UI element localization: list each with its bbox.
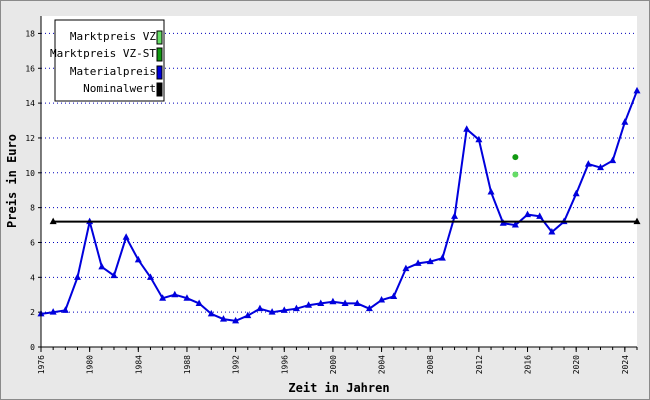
point-materialpreis-2006 [402, 264, 410, 272]
series-materialpreis [37, 86, 641, 324]
point-materialpreis-2005 [390, 292, 398, 299]
series-layer [37, 86, 641, 324]
x-tick-label-2008: 2008 [426, 355, 435, 374]
x-tick-label-2016: 2016 [524, 355, 533, 374]
point-materialpreis-1989 [195, 299, 203, 306]
point-materialpreis-2008 [426, 257, 434, 265]
y-tick-label-0: 0 [30, 343, 35, 352]
point-materialpreis-1983 [122, 233, 130, 240]
point-materialpreis-2018 [548, 228, 556, 235]
series-marktpreis-vz [512, 171, 519, 178]
point-materialpreis-2002 [353, 299, 361, 306]
x-tick-label-1980: 1980 [86, 355, 95, 374]
point-materialpreis-2024 [621, 118, 629, 125]
y-tick-label-14: 14 [25, 99, 35, 108]
point-materialpreis-1981 [98, 262, 106, 270]
point-materialpreis-1987 [171, 290, 179, 298]
point-materialpreis-2004 [378, 295, 386, 303]
x-tick-label-1976: 1976 [37, 355, 46, 374]
point-materialpreis-1991 [219, 315, 227, 322]
point-materialpreis-2025 [633, 86, 641, 94]
x-tick-label-2024: 2024 [621, 355, 630, 374]
y-tick-label-6: 6 [30, 238, 35, 247]
x-tick-label-1996: 1996 [280, 355, 289, 374]
point-materialpreis-1988 [183, 294, 191, 301]
legend-swatch-marktpreis-vz-st [156, 47, 163, 62]
point-materialpreis-2022 [597, 163, 605, 171]
point-materialpreis-2011 [463, 125, 471, 132]
x-tick-labels: 1976 1980 1984 1988 1992 1996 2000 2004 2008 2012… [37, 355, 630, 374]
point-materialpreis-2015 [511, 221, 519, 228]
point-materialpreis-2016 [524, 210, 532, 218]
y-tick-labels: 0 2 4 6 8 10 12 14 16 18 [25, 29, 35, 352]
point-materialpreis-2009 [438, 254, 446, 261]
point-materialpreis-2001 [341, 299, 349, 306]
y-tick-label-12: 12 [25, 134, 35, 143]
x-tick-label-2004: 2004 [378, 355, 387, 374]
point-materialpreis-1990 [207, 309, 215, 317]
y-tick-label-10: 10 [25, 169, 35, 178]
point-materialpreis-1995 [268, 308, 276, 315]
point-materialpreis-2012 [475, 135, 483, 143]
point-materialpreis-1986 [159, 294, 167, 301]
point-marktpreis-vz-st-2015 [512, 154, 519, 161]
point-materialpreis-1993 [244, 311, 252, 319]
point-materialpreis-2000 [329, 297, 337, 305]
point-materialpreis-1994 [256, 304, 264, 312]
legend-swatch-marktpreis-vz [156, 30, 163, 45]
point-materialpreis-2023 [609, 156, 617, 164]
y-axis-title: Preis in Euro [5, 134, 19, 228]
y-tick-label-4: 4 [30, 273, 35, 282]
point-materialpreis-1992 [232, 316, 240, 324]
point-materialpreis-2021 [584, 160, 592, 167]
y-tick-label-8: 8 [30, 204, 35, 213]
point-nominalwert-2025 [633, 217, 641, 225]
legend-box [54, 19, 165, 102]
x-tick-label-1988: 1988 [183, 355, 192, 374]
point-materialpreis-1996 [280, 306, 288, 313]
x-tick-label-2020: 2020 [572, 355, 581, 374]
point-materialpreis-2020 [572, 189, 580, 197]
point-materialpreis-1985 [146, 273, 154, 280]
legend-label-nominalwert: Nominalwert [83, 82, 156, 95]
legend-swatch-nominalwert [156, 82, 163, 97]
legend-label-materialpreis: Materialpreis [70, 65, 156, 78]
series-line-materialpreis [40, 90, 638, 322]
point-materialpreis-2013 [487, 187, 495, 195]
point-marktpreis-vz-2015 [512, 171, 519, 178]
legend-label-marktpreis-vz: Marktpreis VZ [70, 30, 156, 43]
point-materialpreis-2003 [365, 304, 373, 312]
legend: Marktpreis VZ Marktpreis VZ-ST Materialp… [50, 19, 165, 102]
point-materialpreis-1984 [134, 255, 142, 263]
point-materialpreis-2010 [451, 212, 459, 219]
y-tick-label-18: 18 [25, 29, 35, 38]
grid-lines [38, 32, 638, 352]
point-materialpreis-1977 [49, 308, 57, 315]
point-nominalwert-1977 [49, 217, 57, 225]
point-materialpreis-2017 [536, 212, 544, 219]
point-materialpreis-1997 [292, 304, 300, 312]
point-materialpreis-1999 [317, 299, 325, 306]
point-materialpreis-1998 [305, 301, 313, 308]
series-nominalwert [49, 217, 641, 225]
legend-swatch-materialpreis [156, 65, 163, 80]
x-tick-label-1984: 1984 [134, 355, 143, 374]
point-materialpreis-2007 [414, 259, 422, 266]
y-tick-label-2: 2 [30, 308, 35, 317]
x-tick-label-2000: 2000 [329, 355, 338, 374]
x-tick-label-2012: 2012 [475, 355, 484, 374]
legend-label-marktpreis-vz-st: Marktpreis VZ-ST [50, 47, 156, 60]
point-materialpreis-1982 [110, 271, 118, 279]
x-tick-label-1992: 1992 [232, 355, 241, 374]
point-materialpreis-1978 [61, 306, 69, 313]
y-tick-label-16: 16 [25, 64, 35, 73]
series-marktpreis-vz-st [512, 154, 519, 161]
x-axis-title: Zeit in Jahren [288, 381, 389, 395]
point-materialpreis-1979 [73, 273, 81, 280]
